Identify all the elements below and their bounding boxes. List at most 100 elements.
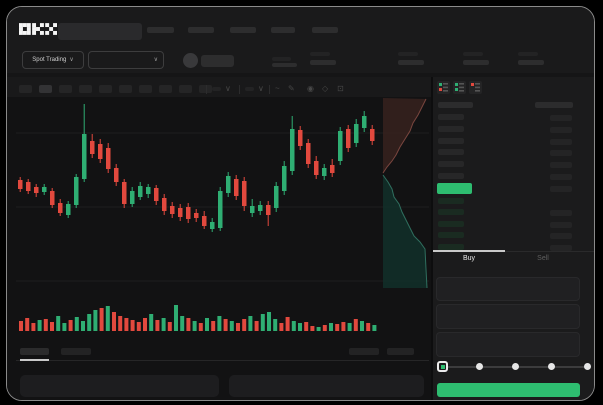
interval-dropdown-label[interactable] (245, 87, 254, 91)
nav-item[interactable] (188, 27, 214, 33)
slider-handle[interactable] (437, 361, 448, 372)
market-dropdown[interactable]: ∨ (88, 51, 164, 69)
bid-amount-cell[interactable] (550, 233, 572, 239)
timeframe-button[interactable] (99, 85, 112, 93)
ask-price-row[interactable] (438, 149, 464, 155)
pair-selector-label: Spot Trading (32, 57, 67, 63)
toolbar-divider (239, 85, 240, 94)
ticker-stat-value (518, 60, 544, 65)
fullscreen-icon[interactable]: ⊡ (337, 84, 344, 93)
okx-logo-icon (19, 23, 57, 35)
ticker-stat-value (398, 60, 424, 65)
toolbar-divider (206, 85, 207, 94)
ticker-stat-value (310, 60, 336, 65)
account-block[interactable] (201, 55, 234, 67)
ask-price-row[interactable] (438, 126, 464, 132)
ask-amount-cell[interactable] (550, 139, 572, 145)
orders-panel-placeholder[interactable] (20, 375, 219, 397)
nav-item[interactable] (147, 27, 174, 33)
bid-price-row[interactable] (438, 198, 464, 204)
tab-buy[interactable]: Buy (462, 255, 476, 262)
active-tab-underline (20, 359, 49, 361)
orderbook-layout-asks-icon[interactable] (469, 81, 482, 94)
bid-amount-cell[interactable] (550, 222, 572, 228)
tabs-divider (433, 251, 594, 252)
slider-stop[interactable] (584, 363, 591, 370)
ask-price-row[interactable] (438, 114, 464, 120)
slider-stop[interactable] (476, 363, 483, 370)
ask-amount-cell[interactable] (550, 115, 572, 121)
timeframe-button[interactable] (19, 85, 32, 93)
chevron-down-icon: ∨ (69, 57, 74, 63)
timeframe-button[interactable] (79, 85, 92, 93)
timeframe-button[interactable] (159, 85, 172, 93)
ticker-stat-label (518, 52, 538, 56)
bid-price-row[interactable] (438, 232, 464, 238)
ask-price-row[interactable] (438, 161, 464, 167)
slider-stop[interactable] (512, 363, 519, 370)
ask-price-row[interactable] (438, 173, 464, 179)
search-bar[interactable] (58, 23, 142, 40)
bid-amount-cell[interactable] (550, 245, 572, 251)
ask-amount-cell[interactable] (550, 162, 572, 168)
camera-icon[interactable]: ◉ (307, 84, 314, 93)
ask-amount-cell[interactable] (550, 127, 572, 133)
orderbook-col-header-amount (535, 102, 573, 108)
indicator-dropdown-label[interactable] (212, 87, 221, 91)
line-chart-icon[interactable]: ~ (275, 84, 280, 93)
ticker-stat-label (310, 52, 330, 56)
buy-submit-button[interactable] (437, 383, 580, 397)
timeframe-button-active[interactable] (39, 85, 52, 93)
ask-amount-cell[interactable] (550, 174, 572, 180)
last-price-highlight[interactable] (437, 183, 472, 194)
bid-price-row[interactable] (438, 244, 464, 250)
timeframe-button[interactable] (59, 85, 72, 93)
nav-item[interactable] (271, 27, 295, 33)
history-panel-placeholder[interactable] (229, 375, 424, 397)
timeframe-button[interactable] (119, 85, 132, 93)
ask-price-row[interactable] (438, 138, 464, 144)
slider-stop[interactable] (548, 363, 555, 370)
tab-sell[interactable]: Sell (537, 255, 549, 262)
ticker-stat-label (398, 52, 418, 56)
draw-tool-icon[interactable]: ✎ (288, 84, 295, 93)
orderbook-layout-both-icon[interactable] (437, 81, 450, 94)
okx-logo[interactable] (19, 23, 57, 35)
chevron-down-icon[interactable]: ∨ (258, 84, 264, 93)
bottom-toolbar-block[interactable] (387, 348, 414, 355)
timeframe-button[interactable] (139, 85, 152, 93)
orderbook-layout-bids-icon[interactable] (453, 81, 466, 94)
pair-selector-button[interactable]: Spot Trading ∨ (22, 51, 84, 69)
avatar[interactable] (183, 53, 198, 68)
ask-amount-cell[interactable] (550, 186, 572, 192)
bottom-tab-active[interactable] (20, 348, 49, 355)
buy-tab-indicator (433, 250, 505, 252)
header (7, 7, 594, 73)
timeframe-button[interactable] (179, 85, 192, 93)
compare-icon[interactable]: ◇ (322, 84, 329, 93)
chevron-down-icon: ∨ (153, 57, 158, 63)
price-field[interactable] (436, 277, 580, 301)
chevron-down-icon[interactable]: ∨ (225, 84, 231, 93)
amount-slider-track[interactable] (437, 361, 591, 372)
orderbook-panel: Buy Sell (431, 77, 594, 400)
timeframe-button[interactable] (199, 85, 212, 93)
bid-price-row[interactable] (438, 209, 464, 215)
ticker-stat-label (272, 57, 291, 61)
ticker-stat-label (463, 52, 483, 56)
total-field[interactable] (436, 332, 580, 357)
bottom-toolbar-block[interactable] (349, 348, 379, 355)
ticker-stat-value (272, 63, 297, 67)
price-chart[interactable] (7, 7, 595, 401)
amount-field[interactable] (436, 304, 580, 329)
ask-amount-cell[interactable] (550, 150, 572, 156)
bid-price-row[interactable] (438, 221, 464, 227)
toolbar-divider (269, 85, 270, 94)
bottom-tab[interactable] (61, 348, 91, 355)
app-window: Spot Trading ∨ ∨ ∨ ∨ (6, 6, 595, 401)
ticker-stat-value (463, 60, 489, 65)
nav-item[interactable] (312, 27, 338, 33)
bid-amount-cell[interactable] (550, 210, 572, 216)
nav-item[interactable] (230, 27, 256, 33)
